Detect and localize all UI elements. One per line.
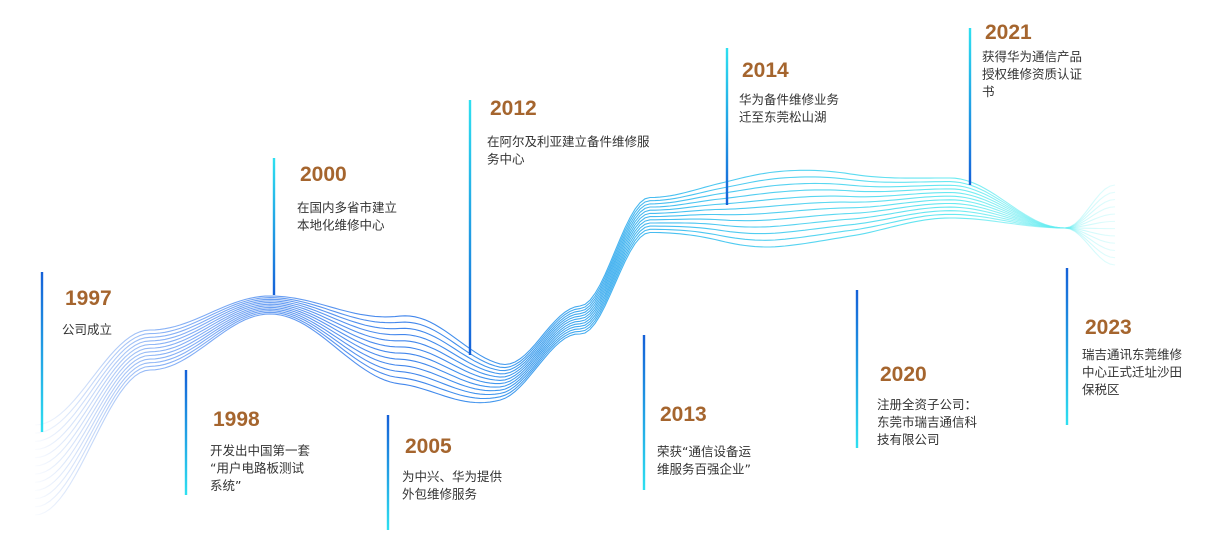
event-text: 迁至东莞松山湖 — [739, 110, 827, 125]
event-line — [468, 100, 472, 355]
event-text: 在国内多省市建立 — [297, 200, 397, 215]
event-year: 2014 — [742, 59, 789, 82]
event-text: 保税区 — [1082, 382, 1120, 397]
wave-line — [34, 199, 1115, 475]
wave-line — [34, 210, 1116, 500]
event-year: 2012 — [490, 97, 537, 120]
event-text: 务中心 — [487, 152, 525, 167]
event-line — [855, 290, 859, 448]
event-text: 为中兴、华为提供 — [402, 469, 502, 484]
wave-line — [34, 206, 1116, 492]
event-line — [968, 28, 972, 185]
event-text: 获得华为通信产品 — [982, 49, 1082, 64]
event-year: 2020 — [880, 363, 927, 386]
wave-line — [34, 176, 1116, 434]
event-year: 2021 — [985, 21, 1032, 44]
event-line — [725, 48, 729, 205]
event-text: 维服务百强企业” — [657, 462, 751, 477]
event-text: 瑞吉通讯东莞维修 — [1082, 347, 1183, 362]
event-text: 东莞市瑞吉通信科 — [877, 415, 978, 430]
event-year: 2000 — [300, 163, 347, 186]
wave-line — [34, 191, 1116, 459]
wave-line — [34, 202, 1116, 483]
wave-line — [34, 213, 1116, 508]
wave-line — [34, 195, 1116, 467]
event-line — [40, 272, 44, 432]
event-text: 华为备件维修业务 — [739, 92, 839, 107]
event-line — [386, 415, 390, 530]
event-year: 2013 — [660, 403, 707, 426]
event-text: “用户电路板测试 — [210, 461, 304, 476]
wave-line — [34, 217, 1116, 516]
wave-line — [34, 188, 1116, 451]
event-text: 注册全资子公司： — [877, 397, 977, 412]
event-year: 2023 — [1085, 316, 1132, 339]
event-text: 书 — [982, 84, 995, 99]
event-line — [272, 158, 276, 295]
event-text: 在阿尔及利亚建立备件维修服 — [487, 134, 650, 149]
event-text: 授权维修资质认证 — [982, 67, 1083, 82]
event-text: 技有限公司 — [877, 432, 940, 447]
event-text: 荣获“通信设备运 — [657, 444, 751, 459]
event-line — [184, 370, 188, 495]
event-text: 开发出中国第一套 — [210, 443, 311, 458]
event-year: 1998 — [213, 408, 260, 431]
event-text: 中心正式迁址沙田 — [1082, 365, 1182, 380]
wave-line — [34, 169, 1116, 426]
event-year: 2005 — [405, 435, 452, 458]
event-text: 公司成立 — [62, 322, 112, 337]
event-text: 外包维修服务 — [402, 487, 477, 502]
event-year: 1997 — [65, 287, 112, 310]
wave-line — [34, 182, 1116, 442]
event-line — [1065, 268, 1069, 425]
event-text: 本地化维修中心 — [297, 218, 385, 233]
event-line — [642, 335, 646, 490]
event-text: 系统” — [210, 478, 241, 493]
event: 1997 公司成立 — [40, 272, 112, 432]
wave-lines — [34, 169, 1116, 516]
